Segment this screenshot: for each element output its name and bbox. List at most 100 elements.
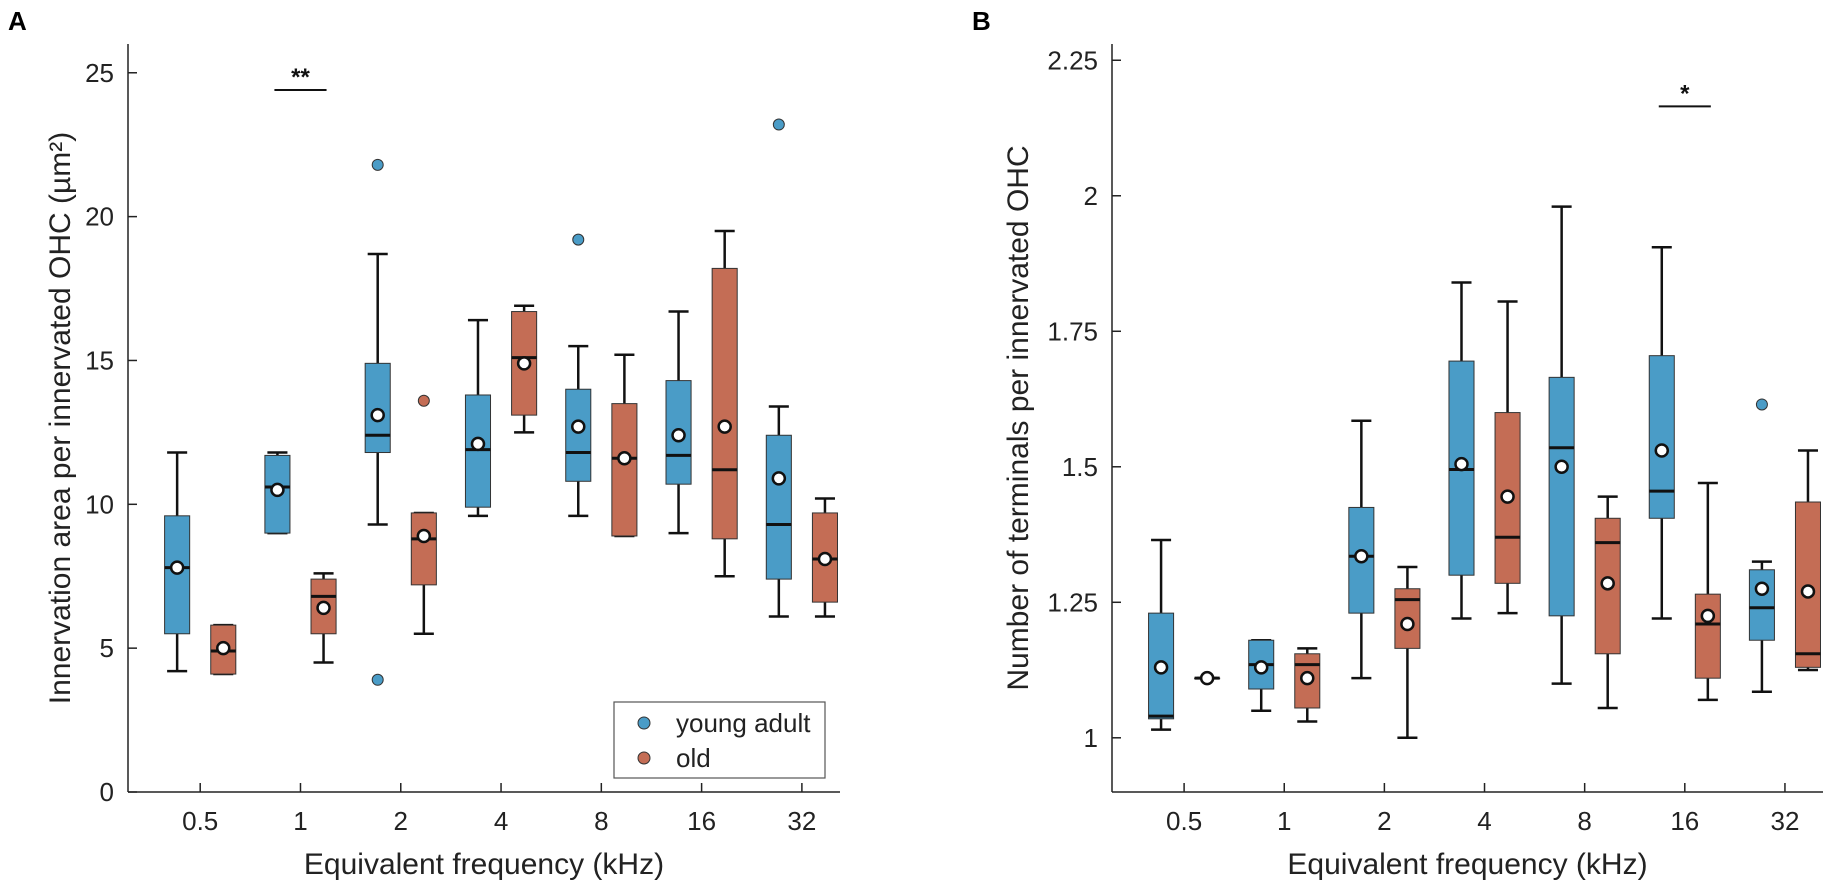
y-tick-label: 10	[85, 489, 114, 519]
box-old-0.5	[210, 623, 237, 676]
x-tick-label: 32	[787, 806, 816, 836]
y-tick-label: 20	[85, 202, 114, 232]
outlier-point	[417, 394, 430, 407]
outlier-point	[572, 233, 585, 246]
mean-marker	[470, 436, 486, 452]
y-tick-label: 5	[100, 633, 114, 663]
box-old-2	[410, 394, 437, 636]
y-tick-label: 2.25	[1047, 45, 1098, 75]
box-young-0.5	[164, 451, 191, 673]
box-old-4	[1494, 300, 1521, 615]
x-tick-label: 8	[594, 806, 608, 836]
mean-marker	[1454, 456, 1469, 472]
box-young-2	[364, 158, 391, 686]
mean-marker	[1153, 660, 1169, 675]
box-young-1	[1248, 638, 1275, 712]
y-tick-label: 1.5	[1062, 452, 1098, 482]
significance-marker: **	[291, 64, 310, 91]
x-tick-label: 16	[1670, 806, 1699, 836]
mean-marker	[1800, 584, 1816, 599]
x-tick-label: 0.5	[182, 806, 218, 836]
x-tick-label: 2	[1377, 806, 1391, 836]
x-tick-label: 4	[494, 806, 508, 836]
panel-a: A 0 5 10 15 20 25 0.5 1 2 4 8 16 32 Equivalent frequen…	[8, 6, 840, 881]
x-tick-label: 1	[293, 806, 307, 836]
iqr-box	[611, 403, 638, 537]
panel-b: B 1 1.25 1.5 1.75 2 2.25 0.5 1 2 4 8 16 32 Equivalent …	[972, 6, 1823, 881]
box-old-0.5	[1194, 670, 1221, 686]
mean-marker	[1400, 616, 1415, 632]
mean-marker	[771, 471, 787, 486]
box-old-16	[1694, 481, 1721, 702]
box-old-32	[811, 497, 838, 618]
mean-marker	[571, 419, 586, 434]
y-tick-label: 0	[100, 777, 114, 807]
mean-marker	[370, 407, 385, 423]
x-tick-label: 16	[687, 806, 716, 836]
mean-marker	[1754, 581, 1770, 596]
iqr-box	[410, 512, 437, 586]
mean-marker	[1654, 443, 1670, 458]
iqr-box	[1648, 355, 1675, 519]
box-old-1	[310, 572, 337, 664]
box-young-32	[765, 118, 792, 618]
box-young-8	[1548, 205, 1575, 685]
mean-marker	[817, 551, 833, 567]
mean-marker	[1700, 608, 1716, 624]
mean-marker	[617, 451, 632, 466]
box-young-16	[1648, 246, 1675, 620]
box-old-16	[711, 229, 738, 578]
iqr-box	[1548, 376, 1575, 617]
x-tick-label: 4	[1477, 806, 1491, 836]
iqr-box	[1694, 593, 1721, 679]
mean-marker	[1253, 660, 1269, 675]
x-tick-label: 2	[394, 806, 408, 836]
iqr-box	[565, 388, 592, 482]
significance-marker: *	[1680, 80, 1690, 107]
mean-marker	[216, 640, 231, 656]
box-young-4	[464, 318, 492, 518]
mean-marker	[316, 600, 331, 616]
outlier-point	[371, 158, 384, 171]
x-tick-label: 1	[1277, 806, 1291, 836]
legend: young adult old	[613, 701, 826, 779]
mean-marker	[1500, 489, 1515, 504]
outlier-point	[772, 118, 785, 131]
mean-marker	[1600, 576, 1615, 591]
box-old-4	[511, 304, 538, 434]
panel-label: A	[8, 6, 27, 36]
iqr-box	[765, 434, 792, 580]
x-tick-label: 8	[1577, 806, 1591, 836]
box-old-8	[611, 353, 638, 538]
legend-marker-old	[637, 751, 651, 765]
box-young-16	[665, 310, 692, 535]
y-axis-label: Number of terminals per innervated OHC	[1002, 145, 1035, 690]
mean-marker	[1354, 548, 1369, 564]
mean-marker	[1554, 459, 1569, 475]
x-axis-label: Equivalent frequency (kHz)	[304, 848, 664, 881]
mean-marker	[270, 482, 285, 498]
legend-box	[613, 701, 826, 779]
mean-marker	[1199, 670, 1215, 686]
box-young-1	[264, 451, 291, 535]
mean-marker	[416, 528, 432, 544]
box-young-2	[1348, 419, 1375, 680]
box-old-2	[1394, 565, 1421, 740]
mean-marker	[516, 356, 532, 371]
mean-marker	[671, 428, 686, 443]
y-tick-label: 1.25	[1047, 587, 1098, 617]
legend-label-old: old	[676, 743, 711, 773]
mean-marker	[717, 419, 732, 434]
panel-label: B	[972, 6, 991, 36]
y-tick-label: 25	[85, 58, 114, 88]
iqr-box	[711, 267, 738, 540]
x-tick-label: 0.5	[1166, 806, 1202, 836]
box-young-32	[1748, 398, 1775, 693]
box-young-0.5	[1148, 538, 1175, 731]
mean-marker	[169, 560, 185, 575]
outlier-point	[371, 673, 384, 686]
box-old-32	[1794, 449, 1821, 672]
legend-marker-young	[637, 716, 651, 730]
y-tick-label: 1.75	[1047, 316, 1098, 346]
iqr-box	[1748, 569, 1775, 641]
